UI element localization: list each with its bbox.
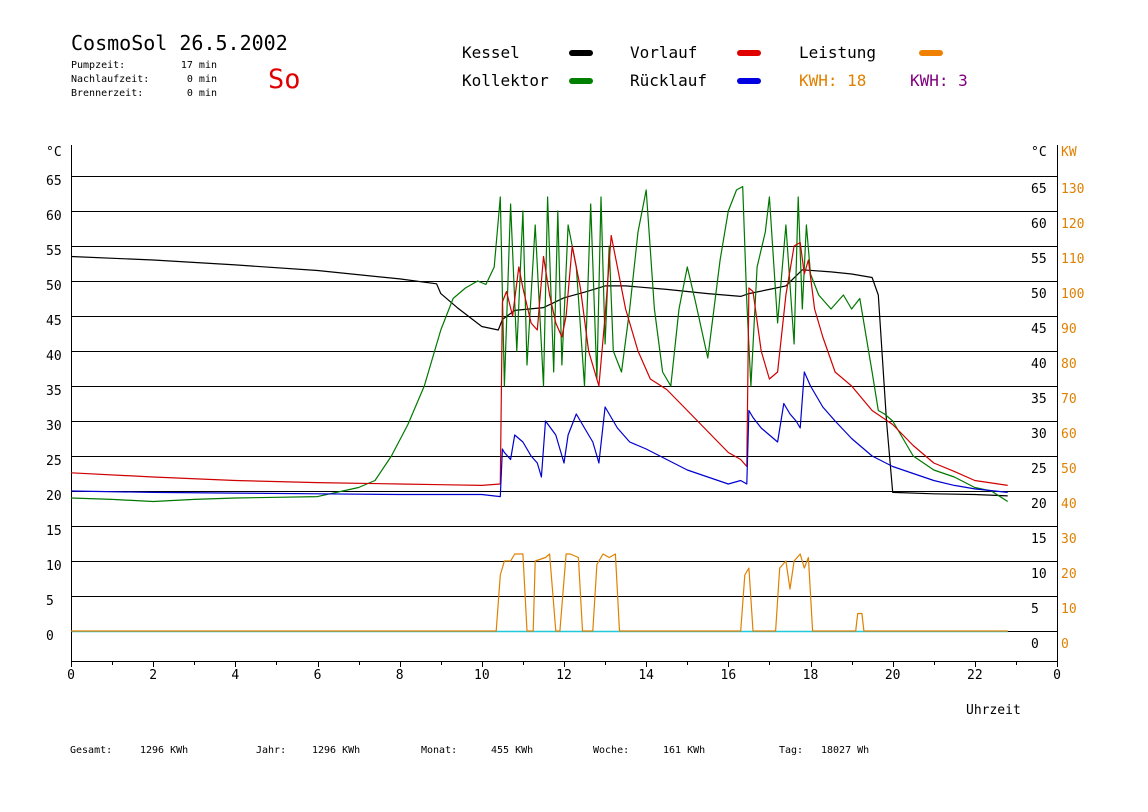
y-tick-label-right: 30 bbox=[1031, 427, 1047, 442]
grid-lines bbox=[71, 176, 1057, 633]
stat-label: Nachlaufzeit: bbox=[71, 74, 149, 85]
y-axis-unit-left: °C bbox=[46, 145, 62, 160]
y2-tick-label: 50 bbox=[1061, 462, 1077, 477]
footer-value: 1296 KWh bbox=[312, 745, 360, 756]
footer-totals: Gesamt: 1296 KWh Jahr: 1296 KWh Monat: 455 KW… bbox=[70, 745, 869, 756]
series-line-kollektor bbox=[70, 185, 1009, 503]
y2-tick-label: 100 bbox=[1061, 287, 1084, 302]
page-title: CosmoSol 26.5.2002 bbox=[71, 31, 288, 55]
y-tick-label-left: 20 bbox=[46, 489, 62, 504]
footer-value: 455 KWh bbox=[491, 745, 533, 756]
x-tick-label: 4 bbox=[231, 668, 239, 683]
y-tick-label-left: 50 bbox=[46, 279, 62, 294]
y2-tick-label: 10 bbox=[1061, 602, 1077, 617]
series-line-vorlauf bbox=[70, 234, 1008, 486]
kwh-total: KWH: 3 bbox=[910, 71, 968, 90]
stat-value: 17 min bbox=[181, 60, 217, 71]
day-label: So bbox=[268, 64, 301, 95]
y-tick-label-right: 55 bbox=[1031, 252, 1047, 267]
legend-label: Vorlauf bbox=[630, 43, 697, 62]
x-tick-label: 14 bbox=[638, 668, 654, 683]
series-line-leistung bbox=[71, 553, 1008, 632]
x-tick-label: 0 bbox=[1053, 668, 1061, 683]
y-tick-label-left: 55 bbox=[46, 244, 62, 259]
y2-tick-label: 40 bbox=[1061, 497, 1077, 512]
y-tick-label-left: 60 bbox=[46, 209, 62, 224]
y2-tick-label: 0 bbox=[1061, 637, 1069, 652]
y-tick-label-left: 35 bbox=[46, 384, 62, 399]
footer-label: Jahr: bbox=[256, 745, 286, 756]
x-tick-label: 12 bbox=[556, 668, 572, 683]
y-tick-label-right: 15 bbox=[1031, 532, 1047, 547]
y-tick-label-right: 0 bbox=[1031, 637, 1039, 652]
footer-label: Monat: bbox=[421, 745, 457, 756]
y-tick-label-left: 15 bbox=[46, 524, 62, 539]
y-tick-label-left: 10 bbox=[46, 559, 62, 574]
y-tick-label-right: 60 bbox=[1031, 217, 1047, 232]
y2-tick-label: 110 bbox=[1061, 252, 1084, 267]
y-tick-label-left: 5 bbox=[46, 594, 54, 609]
y-tick-label-right: 35 bbox=[1031, 392, 1047, 407]
y2-tick-label: 70 bbox=[1061, 392, 1077, 407]
x-tick-label: 8 bbox=[396, 668, 404, 683]
y-tick-label-left: 65 bbox=[46, 174, 62, 189]
stat-value: 0 min bbox=[187, 74, 217, 85]
x-tick-label: 18 bbox=[803, 668, 819, 683]
legend-label: Rücklauf bbox=[630, 71, 707, 90]
legend-label: Kollektor bbox=[462, 71, 549, 90]
y-tick-label-right: 50 bbox=[1031, 287, 1047, 302]
series-line-kessel bbox=[70, 255, 1008, 497]
y2-tick-label: 90 bbox=[1061, 322, 1077, 337]
y-tick-label-right: 5 bbox=[1031, 602, 1039, 617]
x-tick-label: 16 bbox=[721, 668, 737, 683]
axes bbox=[71, 145, 1058, 667]
y-tick-label-right: 25 bbox=[1031, 462, 1047, 477]
tick-labels: °C °C KW0055101015152020252530303535404045… bbox=[46, 145, 1084, 718]
y2-tick-label: 20 bbox=[1061, 567, 1077, 582]
x-tick-label: 22 bbox=[967, 668, 983, 683]
y-tick-label-left: 45 bbox=[46, 314, 62, 329]
y-tick-label-right: 10 bbox=[1031, 567, 1047, 582]
footer-label: Gesamt: bbox=[70, 745, 112, 756]
x-tick-label: 6 bbox=[314, 668, 322, 683]
y-tick-label-right: 20 bbox=[1031, 497, 1047, 512]
y2-axis-unit: KW bbox=[1061, 145, 1077, 160]
series-line-rcklauf bbox=[70, 371, 1008, 498]
y-axis-unit-right: °C bbox=[1031, 145, 1047, 160]
x-tick-label: 10 bbox=[474, 668, 490, 683]
x-tick-label: 20 bbox=[885, 668, 901, 683]
x-axis-label: Uhrzeit bbox=[966, 703, 1021, 718]
y-tick-label-right: 40 bbox=[1031, 357, 1047, 372]
footer-label: Tag: bbox=[779, 745, 803, 756]
y-tick-label-right: 65 bbox=[1031, 182, 1047, 197]
y-tick-label-left: 0 bbox=[46, 629, 54, 644]
footer-label: Woche: bbox=[593, 745, 629, 756]
y-tick-label-left: 30 bbox=[46, 419, 62, 434]
stat-label: Brennerzeit: bbox=[71, 88, 143, 99]
legend: Kessel Vorlauf Leistung Kollektor Rücklauf KW… bbox=[462, 43, 968, 90]
legend-label: Kessel bbox=[462, 43, 520, 62]
y-tick-label-right: 45 bbox=[1031, 322, 1047, 337]
x-tick-label: 2 bbox=[149, 668, 157, 683]
y2-tick-label: 130 bbox=[1061, 182, 1084, 197]
y-tick-label-left: 40 bbox=[46, 349, 62, 364]
series-lines bbox=[70, 185, 1009, 632]
x-tick-label: 0 bbox=[67, 668, 75, 683]
footer-value: 1296 KWh bbox=[140, 745, 188, 756]
kwh-total: KWH: 18 bbox=[799, 71, 866, 90]
y2-tick-label: 30 bbox=[1061, 532, 1077, 547]
y2-tick-label: 120 bbox=[1061, 217, 1084, 232]
y-tick-label-left: 25 bbox=[46, 454, 62, 469]
stat-value: 0 min bbox=[187, 88, 217, 99]
stat-label: Pumpzeit: bbox=[71, 60, 125, 71]
y2-tick-label: 60 bbox=[1061, 427, 1077, 442]
footer-value: 18027 Wh bbox=[821, 745, 869, 756]
legend-label: Leistung bbox=[799, 43, 876, 62]
footer-value: 161 KWh bbox=[663, 745, 705, 756]
y2-tick-label: 80 bbox=[1061, 357, 1077, 372]
